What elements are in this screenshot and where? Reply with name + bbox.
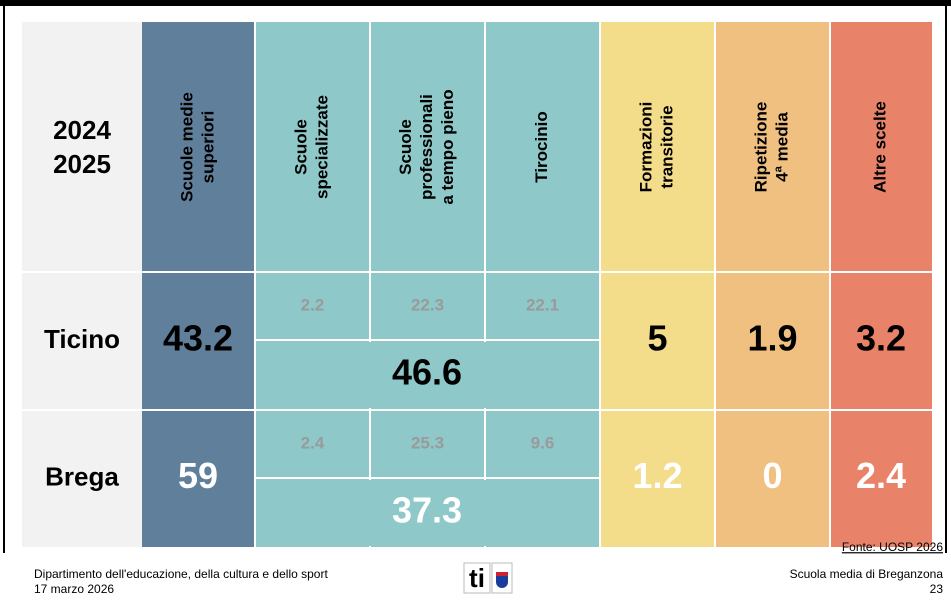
sub-value: 22.1 [526,295,559,314]
logo: ti [463,562,513,594]
column-header: Formazioni [636,102,655,193]
sub-value: 9.6 [531,433,555,452]
header-label-cell [22,22,142,547]
column-cell [830,22,932,547]
column-cell [370,22,485,547]
column-header: a tempo pieno [438,89,457,204]
total-value: 46.6 [392,352,462,393]
year: 2024 [53,115,111,145]
row-label: Ticino [44,324,120,354]
footer-left: Dipartimento dell'educazione, della cult… [34,567,328,581]
column-header: Scuole [291,119,310,175]
row-label: Brega [45,461,119,491]
column-header: specializzate [312,95,331,199]
column-header: Altre scelte [870,101,889,193]
column-cell [142,22,255,547]
sub-value: 2.2 [301,295,325,314]
logo-text: ti [469,563,485,593]
footer-left: 17 marzo 2026 [34,582,114,596]
sub-value: 22.3 [411,295,444,314]
logo-box [463,562,491,594]
column-header: professionali [417,94,436,200]
value: 1.9 [747,318,797,359]
column-cell [600,22,715,547]
value: 1.2 [632,455,682,496]
column-cell [485,22,600,547]
shield-top [496,572,508,576]
footer-right: Scuola media di Breganzona [790,567,944,581]
value: 3.2 [856,318,906,359]
source: Fonte: UOSP 2026 [842,540,944,554]
merged-cell [257,480,598,546]
value: 43.2 [163,318,233,359]
value: 2.4 [856,455,906,496]
year: 2025 [53,149,111,179]
sub-value: 2.4 [301,433,325,452]
value: 5 [647,318,667,359]
column-cell [715,22,830,547]
top-bar [0,0,951,6]
column-header: Scuole [396,119,415,175]
column-cell [255,22,370,547]
value: 0 [762,455,782,496]
footer-right: 23 [930,582,944,596]
column-header: Tirocinio [532,111,551,182]
sub-value: 25.3 [411,433,444,452]
column-header: superiori [198,111,217,184]
merged-cell [257,342,598,408]
total-value: 37.3 [392,490,462,531]
column-header: Scuole medie [177,92,196,202]
value: 59 [178,455,218,496]
column-header: Ripetizione [751,102,770,193]
column-header: 4ª media [772,112,791,182]
column-header: transitorie [657,105,676,188]
